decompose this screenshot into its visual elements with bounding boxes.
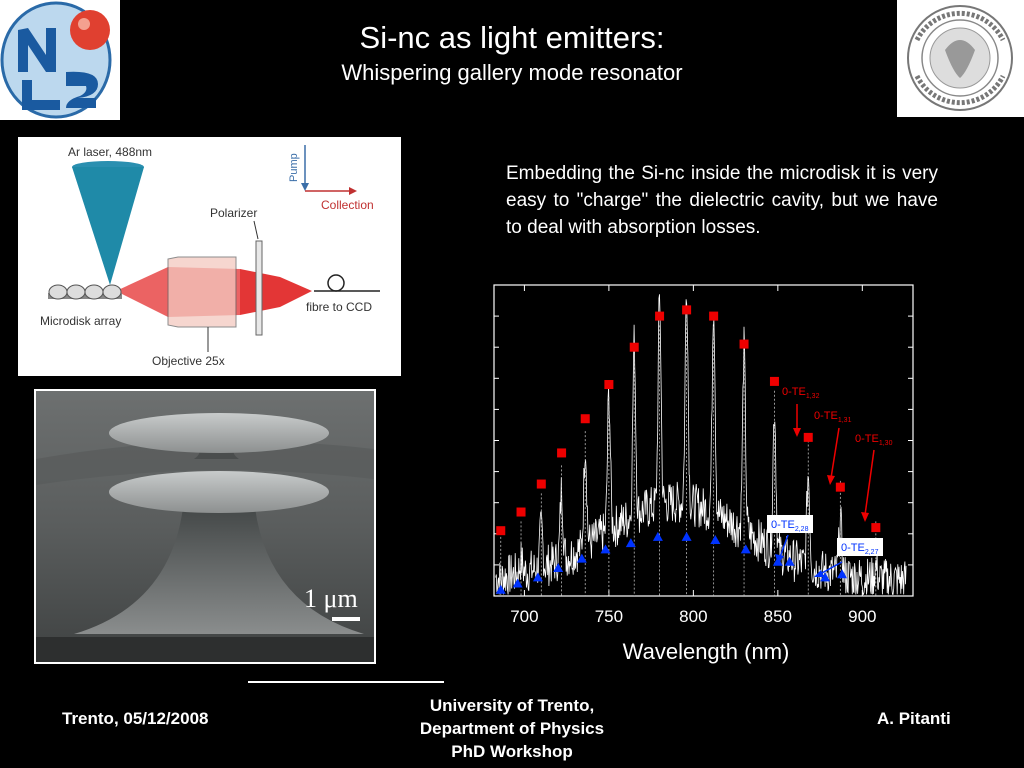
x-tick-label: 750: [595, 607, 623, 626]
te2-marker: [625, 538, 636, 548]
pump-label: Pump: [288, 153, 300, 182]
annotation-box: [767, 515, 813, 533]
annotation-arrow: [830, 427, 840, 479]
annotation-te1-30: 0-TE1,30: [855, 433, 893, 447]
footer-date: Trento, 05/12/2008: [62, 709, 209, 728]
polarizer: [255, 240, 263, 336]
background-ridge: [36, 441, 374, 485]
te2-marker: [681, 531, 692, 541]
footer-university: University of Trento,: [429, 696, 595, 715]
annotation-te2-27: 0-TE2,27: [841, 542, 879, 556]
x-axis-label: Wavelength (nm): [623, 639, 790, 664]
te1-marker: [655, 311, 665, 321]
te2-marker: [837, 569, 848, 579]
body-paragraph: Embedding the Si-nc inside the microdisk…: [506, 163, 938, 238]
setup-diagram: Ar laser, 488nm Pump Collection Polarize…: [18, 137, 401, 376]
te1-marker: [604, 380, 614, 390]
bottom-microdisk: [109, 471, 329, 513]
microdisk: [66, 284, 86, 300]
te1-marker: [557, 448, 567, 458]
footer-divider: [248, 681, 444, 683]
objective-label: Objective 25x: [152, 354, 225, 368]
fibre-label: fibre to CCD: [306, 300, 372, 314]
te2-marker: [512, 578, 523, 588]
nls-logo: [0, 0, 120, 120]
microdisk: [102, 284, 122, 300]
objective-lens: [167, 256, 237, 328]
footer-department: Department of Physics: [419, 719, 605, 738]
te1-marker: [629, 342, 639, 352]
footer-workshop: PhD Workshop: [451, 742, 573, 761]
annotation-arrow: [819, 561, 843, 575]
te2-marker: [600, 544, 611, 554]
annotation-arrow: [864, 449, 875, 516]
annotation-box: [837, 538, 883, 556]
te1-marker: [871, 523, 881, 533]
beam-right: [240, 269, 312, 315]
te2-marker: [495, 584, 506, 594]
collection-label: Collection: [321, 198, 374, 212]
annotation-arrow: [779, 534, 789, 558]
scale-label: 1 μm: [304, 584, 358, 613]
annotation-arrowhead: [861, 512, 869, 522]
microdisk: [48, 284, 68, 300]
top-microdisk: [109, 413, 329, 453]
te1-marker: [835, 482, 845, 492]
te2-marker: [652, 531, 663, 541]
annotation-arrowhead: [793, 428, 801, 437]
te2-marker: [784, 556, 795, 566]
x-tick-label: 800: [679, 607, 707, 626]
te1-marker: [536, 479, 546, 489]
te1-marker: [496, 526, 506, 536]
microdisk: [84, 284, 104, 300]
collection-arrowhead: [349, 187, 357, 195]
scale-bar: [332, 617, 360, 621]
annotation-arrowhead: [775, 554, 784, 564]
te1-marker: [516, 507, 526, 517]
microdisk-label: Microdisk array: [40, 314, 121, 328]
polarizer-pointer: [253, 220, 259, 240]
te2-marker: [532, 572, 543, 582]
university-seal-logo: [897, 0, 1024, 117]
te2-marker: [740, 544, 751, 554]
te2-marker: [820, 572, 831, 582]
sem-micrograph: 1 μm: [34, 389, 376, 664]
te1-marker: [769, 376, 779, 386]
slide-subtitle: Whispering gallery mode resonator: [341, 60, 683, 85]
x-tick-label: 700: [510, 607, 538, 626]
spectrum-chart: 700 750 800 850 900 0-TE1,32 0-TE1,31 0-TE1,…: [470, 280, 930, 680]
substrate: [48, 293, 122, 299]
laser-cone: [72, 167, 144, 285]
x-tick-label: 900: [848, 607, 876, 626]
sem-base-strip: [36, 637, 374, 662]
laser-label: Ar laser, 488nm: [68, 145, 152, 159]
polarizer-label: Polarizer: [210, 206, 257, 220]
annotation-arrowhead: [827, 475, 835, 485]
pedestal: [74, 499, 364, 634]
footer-affiliation: University of Trento, Department of Phys…: [380, 694, 644, 763]
fibre-loop: [327, 274, 345, 292]
footer-author: A. Pitanti: [877, 709, 951, 728]
te1-marker: [709, 311, 719, 321]
te1-marker: [803, 432, 813, 442]
slide-title: Si-nc as light emitters:: [359, 20, 665, 55]
annotation-arrowhead: [814, 570, 824, 577]
pump-arrowhead: [301, 183, 309, 191]
te1-marker: [682, 305, 692, 315]
te1-marker: [580, 414, 590, 424]
annotation-te1-31: 0-TE1,31: [814, 410, 852, 424]
annotation-te2-28: 0-TE2,28: [771, 519, 809, 533]
te1-marker: [739, 339, 749, 349]
te2-marker: [553, 563, 564, 573]
te2-marker: [710, 535, 721, 545]
annotation-te1-32: 0-TE1,32: [782, 386, 820, 400]
x-tick-label: 850: [764, 607, 792, 626]
te2-marker: [576, 553, 587, 563]
